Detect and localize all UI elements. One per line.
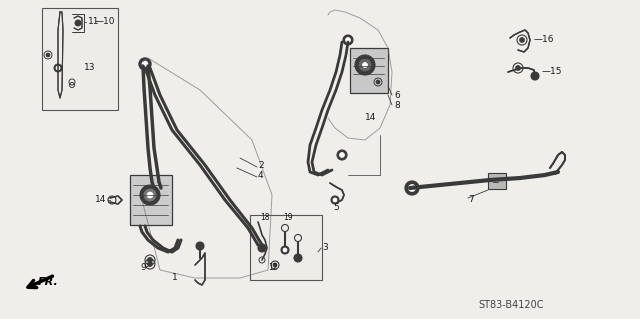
Text: 9: 9 xyxy=(140,263,146,272)
Circle shape xyxy=(46,53,50,57)
Circle shape xyxy=(333,198,337,202)
Text: —16: —16 xyxy=(534,35,554,44)
Text: 14: 14 xyxy=(365,114,376,122)
Text: 13: 13 xyxy=(84,63,95,72)
Circle shape xyxy=(346,38,351,42)
Text: 18: 18 xyxy=(260,213,269,222)
Text: 2: 2 xyxy=(258,160,264,169)
Circle shape xyxy=(283,248,287,252)
Circle shape xyxy=(273,263,277,267)
Text: 12: 12 xyxy=(268,263,278,272)
Bar xyxy=(250,215,322,280)
Circle shape xyxy=(56,66,60,70)
Text: ST83-B4120C: ST83-B4120C xyxy=(478,300,543,310)
Circle shape xyxy=(144,189,156,201)
Circle shape xyxy=(196,242,204,250)
Text: 3: 3 xyxy=(322,243,328,253)
Circle shape xyxy=(405,181,419,195)
Text: 19: 19 xyxy=(283,213,292,222)
Circle shape xyxy=(75,20,81,26)
Bar xyxy=(350,48,388,93)
Circle shape xyxy=(147,262,152,266)
Circle shape xyxy=(331,196,339,204)
Circle shape xyxy=(294,254,302,262)
Circle shape xyxy=(408,184,415,191)
Text: —15: —15 xyxy=(542,68,563,77)
Text: 4: 4 xyxy=(258,170,264,180)
Circle shape xyxy=(515,65,520,70)
Circle shape xyxy=(531,72,539,80)
Circle shape xyxy=(140,185,160,205)
Circle shape xyxy=(339,152,344,158)
Text: 11: 11 xyxy=(88,18,99,26)
Text: —10: —10 xyxy=(95,18,115,26)
Circle shape xyxy=(281,246,289,254)
Circle shape xyxy=(362,63,367,68)
Circle shape xyxy=(142,61,148,67)
Circle shape xyxy=(520,38,525,42)
Circle shape xyxy=(258,244,266,252)
Circle shape xyxy=(337,150,347,160)
Circle shape xyxy=(139,58,151,70)
Circle shape xyxy=(359,59,371,71)
Circle shape xyxy=(147,257,152,263)
Text: 8: 8 xyxy=(394,100,400,109)
Bar xyxy=(488,173,506,189)
Circle shape xyxy=(343,35,353,45)
Circle shape xyxy=(147,192,153,198)
Text: FR.: FR. xyxy=(38,277,59,287)
Circle shape xyxy=(376,80,380,84)
Circle shape xyxy=(54,64,62,72)
Text: 14: 14 xyxy=(95,196,106,204)
Text: 6: 6 xyxy=(394,91,400,100)
Bar xyxy=(130,175,172,225)
Bar xyxy=(42,8,118,110)
Circle shape xyxy=(355,55,375,75)
Text: 7: 7 xyxy=(468,196,474,204)
Text: 5: 5 xyxy=(333,204,339,212)
Text: 1: 1 xyxy=(172,273,178,283)
